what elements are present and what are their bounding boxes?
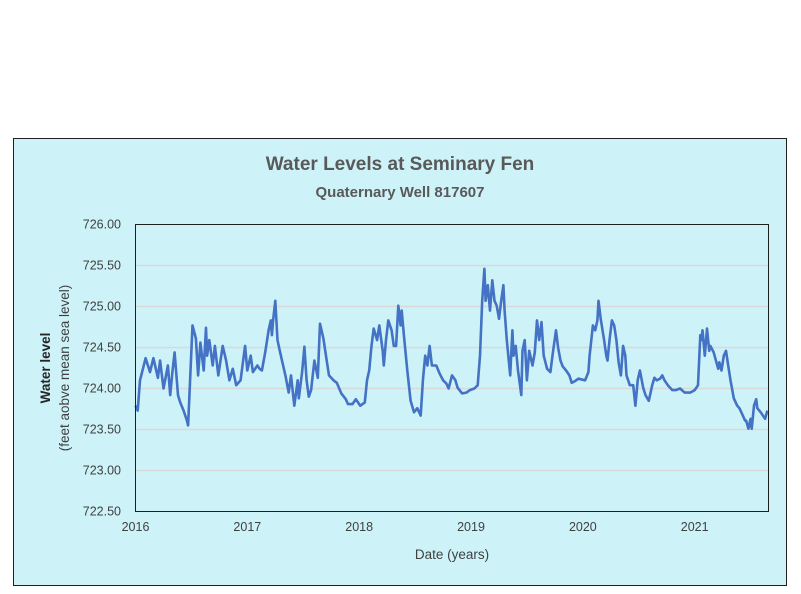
y-axis-ticks: 722.50 723.00 723.50 724.00 724.50 725.00 725.… [83, 218, 121, 519]
chart-title: Water Levels at Seminary Fen [266, 154, 535, 175]
y-axis-sublabel: (feet aobve mean sea level) [57, 285, 72, 452]
x-tick-label: 2021 [681, 520, 709, 534]
x-tick-label: 2020 [569, 520, 597, 534]
gridlines [135, 264, 769, 472]
x-axis-ticks: 2016 2017 2018 2019 2020 2021 [122, 520, 709, 534]
x-tick-label: 2019 [457, 520, 485, 534]
y-tick-label: 725.00 [83, 300, 121, 314]
chart-area [13, 138, 787, 586]
y-tick-label: 724.50 [83, 341, 121, 355]
y-tick-label: 722.50 [83, 505, 121, 519]
y-tick-label: 726.00 [83, 218, 121, 232]
x-axis-label: Date (years) [415, 547, 489, 562]
plot-area-border [135, 224, 769, 512]
y-tick-label: 723.50 [83, 423, 121, 437]
x-tick-label: 2017 [233, 520, 261, 534]
x-tick-label: 2016 [122, 520, 150, 534]
y-axis-label: Water level [38, 333, 53, 404]
y-tick-label: 724.00 [83, 382, 121, 396]
x-tick-label: 2018 [345, 520, 373, 534]
series-line-water-level [134, 267, 769, 430]
y-tick-label: 723.00 [83, 464, 121, 478]
chart-subtitle: Quaternary Well 817607 [316, 184, 485, 201]
y-tick-label: 725.50 [83, 259, 121, 273]
